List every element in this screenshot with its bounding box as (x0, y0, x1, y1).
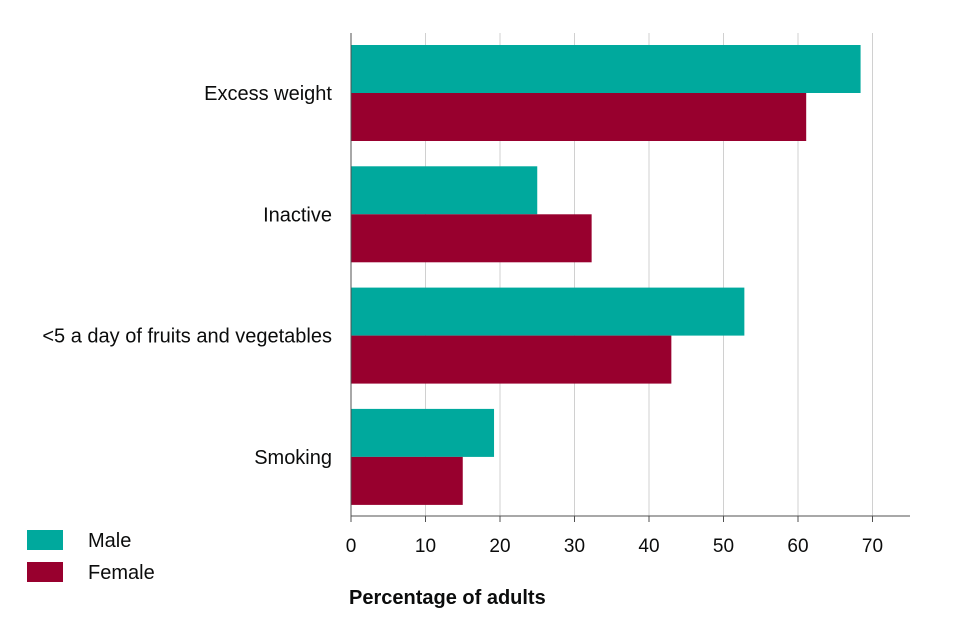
x-tick-label: 10 (415, 536, 436, 557)
x-tick-label: 20 (489, 536, 510, 557)
category-label: Inactive (263, 204, 332, 226)
category-label: <5 a day of fruits and vegetables (42, 326, 332, 348)
category-label: Smoking (254, 447, 332, 469)
legend-label-female: Female (88, 562, 155, 584)
bar-male-2 (351, 287, 745, 336)
x-tick-label: 60 (787, 536, 808, 557)
x-tick-label: 70 (862, 536, 883, 557)
legend: Male Female (27, 530, 155, 584)
x-tick-label: 40 (638, 536, 659, 557)
bar-female-3 (351, 456, 463, 505)
x-axis: 0 10 20 30 40 50 60 70 (346, 33, 910, 557)
legend-swatch-male (27, 530, 63, 550)
category-labels: Excess weight Inactive <5 a day of fruits … (42, 83, 332, 469)
x-axis-title: Percentage of adults (349, 587, 546, 609)
legend-swatch-female (27, 562, 63, 582)
bar-male-1 (351, 166, 538, 215)
legend-label-male: Male (88, 530, 131, 552)
bar-female-2 (351, 335, 672, 384)
category-label: Excess weight (204, 83, 332, 105)
x-tick-label: 0 (346, 536, 357, 557)
x-tick-label: 50 (713, 536, 734, 557)
x-tick-label: 30 (564, 536, 585, 557)
bar-female-0 (351, 93, 807, 141)
bars (351, 45, 861, 505)
bar-male-3 (351, 408, 495, 457)
bar-female-1 (351, 214, 592, 263)
bar-male-0 (351, 45, 861, 93)
